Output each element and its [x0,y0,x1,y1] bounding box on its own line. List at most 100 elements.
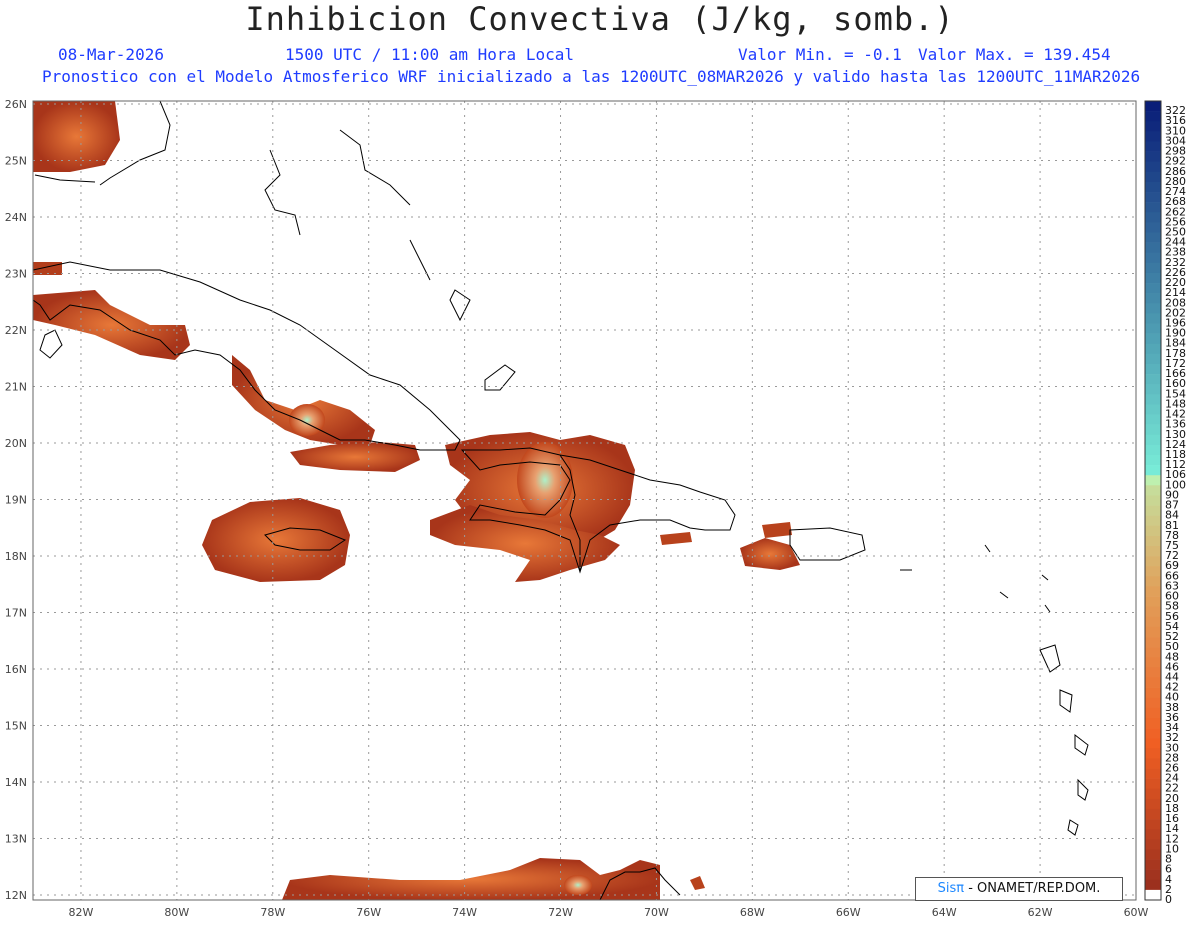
colorbar-label: 30 [1165,741,1179,754]
cin-region-hispaniola-se [660,532,692,545]
cin-hotspot-cuba [289,404,325,436]
lat-label: 17N [5,607,27,620]
source-text: - ONAMET/REP.DOM. [968,881,1101,896]
colorbar-swatch [1145,889,1161,901]
colorbar-swatch [1145,222,1161,233]
coast-jamaica [264,527,347,551]
longitude-labels: 82W 80W 78W 76W 74W 72W 70W 68W 66W 64W 62W 60W [69,906,1149,919]
colorbar-label: 50 [1165,640,1179,653]
lon-label: 76W [356,906,381,919]
colorbar-swatch [1145,606,1161,618]
cin-region-east-cuba [290,442,420,472]
colorbar-swatch [1145,232,1161,243]
colorbar-label: 106 [1165,468,1186,481]
colorbar-label: 274 [1165,185,1186,198]
colorbar-label: 69 [1165,559,1179,572]
colorbar-label: 32 [1165,731,1179,744]
colorbar-label: 232 [1165,256,1186,269]
lat-label: 26N [5,98,27,111]
colorbar-swatch [1145,424,1161,436]
colorbar-swatch [1145,879,1161,891]
colorbar-label: 78 [1165,529,1179,542]
colorbar-swatch [1145,131,1161,142]
coast-lesser-antilles-1 [1039,644,1061,673]
colorbar-label: 136 [1165,418,1186,431]
colorbar-swatch [1145,293,1161,304]
colorbar-swatch [1145,181,1161,193]
forecast-subtitle: Pronostico con el Modelo Atmosferico WRF… [42,67,1141,86]
lon-label: 72W [548,906,573,919]
colorbar-label: 22 [1165,782,1179,795]
colorbar-label: 87 [1165,499,1179,512]
colorbar-label: 160 [1165,377,1186,390]
colorbar-label: 14 [1165,822,1179,835]
coast-antilles-small [900,544,1051,613]
colorbar-swatch [1145,404,1161,415]
colorbar-swatch [1145,738,1161,749]
colorbar-label: 12 [1165,832,1179,845]
colorbar-swatch [1145,374,1161,385]
colorbar-label: 220 [1165,276,1186,289]
colorbar-swatch [1145,647,1161,658]
colorbar-swatch [1145,121,1161,132]
colorbar-swatch [1145,596,1161,607]
lat-label: 20N [5,437,27,450]
lon-label: 78W [260,906,285,919]
coast-puerto-rico [789,527,866,561]
cin-region-puerto-rico [740,538,800,570]
colorbar-label: 100 [1165,478,1186,491]
colorbar-label: 8 [1165,853,1172,866]
colorbar-swatch [1145,313,1161,324]
coast-bahamas-5 [484,364,516,391]
colorbar-label: 60 [1165,590,1179,603]
lon-label: 70W [644,906,669,919]
colorbar-label: 142 [1165,408,1186,421]
coastlines [33,101,1089,900]
colorbar-swatch [1145,283,1161,294]
coast-isla-juventud [39,329,63,359]
colorbar-label: 18 [1165,802,1179,815]
colorbar-label: 178 [1165,347,1186,360]
colorbar-label: 40 [1165,691,1179,704]
cin-region-puerto-rico-north [762,522,792,538]
colorbar-label: 112 [1165,458,1186,471]
colorbar-label: 54 [1165,620,1179,633]
map-title: Inhibicion Convectiva (J/kg, somb.) [245,0,955,38]
cin-region-florida [33,101,120,172]
colorbar-label: 166 [1165,367,1186,380]
lat-label: 23N [5,268,27,281]
colorbar-swatch [1145,586,1161,597]
coast-florida-keys [34,174,96,183]
colorbar-label: 202 [1165,306,1186,319]
colorbar-swatch [1145,788,1161,800]
source-badge: Sisπ - ONAMET/REP.DOM. [915,877,1123,901]
colorbar-label: 20 [1165,792,1179,805]
colorbar-label: 298 [1165,145,1186,158]
coast-bahamas-3 [409,239,431,281]
colorbar-label: 154 [1165,387,1186,400]
lat-label: 19N [5,494,27,507]
colorbar-label: 6 [1165,863,1172,876]
colorbar-swatch [1145,212,1161,223]
colorbar-label: 238 [1165,246,1186,259]
colorbar-label: 52 [1165,630,1179,643]
lon-label: 74W [452,906,477,919]
colorbar-label: 0 [1165,893,1172,906]
lat-label: 16N [5,663,27,676]
lon-label: 64W [932,906,957,919]
lon-label: 62W [1028,906,1053,919]
colorbar-label: 184 [1165,337,1186,350]
colorbar-swatch [1145,768,1161,779]
colorbar-label: 44 [1165,670,1179,683]
colorbar-label: 34 [1165,721,1179,734]
colorbar-label: 72 [1165,549,1179,562]
colorbar-label: 118 [1165,448,1186,461]
colorbar-swatch [1145,576,1161,587]
coast-florida [99,101,171,186]
colorbar-label: 4 [1165,873,1172,886]
colorbar-swatch [1145,444,1161,456]
colorbar-label: 148 [1165,397,1186,410]
forecast-time: 1500 UTC / 11:00 am Hora Local [285,45,574,64]
cin-shading-layer [33,101,800,900]
colorbar-swatch [1145,151,1161,162]
